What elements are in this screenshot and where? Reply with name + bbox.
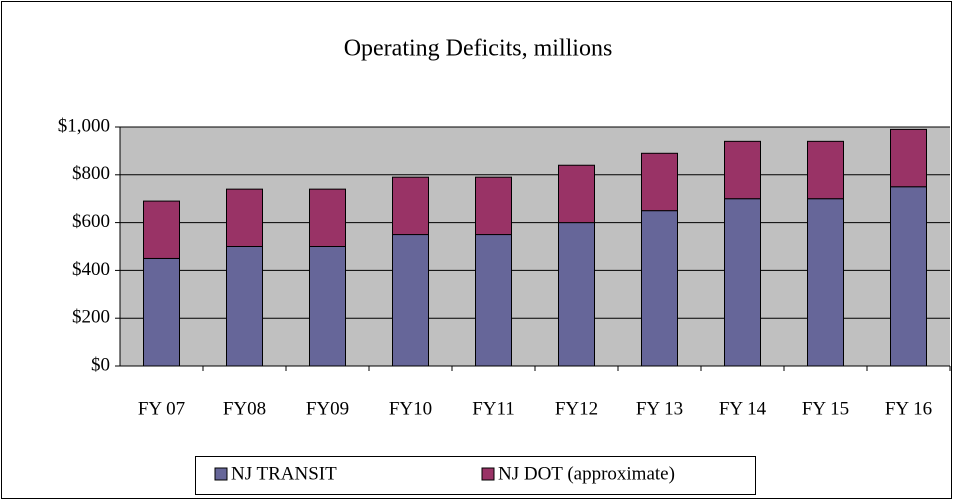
bar-segment xyxy=(226,188,263,247)
bar-segment xyxy=(558,164,595,224)
bar-segment xyxy=(890,128,927,188)
bar-segment xyxy=(309,246,346,367)
bar-segment xyxy=(807,198,844,367)
x-tick-label: FY09 xyxy=(306,398,349,419)
x-tick-label: FY11 xyxy=(472,398,515,419)
bar-segment xyxy=(392,176,429,236)
bar-segment xyxy=(143,200,180,259)
legend-label: NJ TRANSIT xyxy=(231,463,337,484)
x-tick-label: FY 07 xyxy=(138,398,185,419)
legend-label: NJ DOT (approximate) xyxy=(498,463,675,484)
bar-segment xyxy=(641,152,678,212)
y-tick-label: $1,000 xyxy=(58,115,110,136)
y-tick-label: $600 xyxy=(72,211,110,232)
bar-segment xyxy=(143,257,180,367)
bar-segment xyxy=(226,246,263,367)
bar-segment xyxy=(392,234,429,367)
chart-title: Operating Deficits, millions xyxy=(344,36,613,62)
x-tick-label: FY12 xyxy=(555,398,598,419)
bar-segment xyxy=(641,210,678,367)
x-tick-label: FY08 xyxy=(223,398,266,419)
legend-swatch xyxy=(214,467,228,481)
bar-segment xyxy=(724,198,761,367)
legend-box xyxy=(195,456,756,495)
legend-swatch xyxy=(481,467,495,481)
y-tick-label: $200 xyxy=(72,307,110,328)
bar-segment xyxy=(724,140,761,200)
x-tick-label: FY 14 xyxy=(719,398,767,419)
x-tick-label: FY 15 xyxy=(802,398,849,419)
bar-segment xyxy=(890,186,927,367)
y-tick-label: $800 xyxy=(72,163,110,184)
bar-segment xyxy=(807,140,844,200)
y-tick-label: $0 xyxy=(91,354,110,375)
y-tick-label: $400 xyxy=(72,259,110,280)
x-tick-label: FY10 xyxy=(389,398,432,419)
bar-segment xyxy=(558,222,595,367)
x-tick-label: FY 16 xyxy=(885,398,932,419)
bar-segment xyxy=(475,234,512,367)
x-tick-label: FY 13 xyxy=(636,398,683,419)
bar-segment xyxy=(309,188,346,247)
bar-segment xyxy=(475,176,512,236)
